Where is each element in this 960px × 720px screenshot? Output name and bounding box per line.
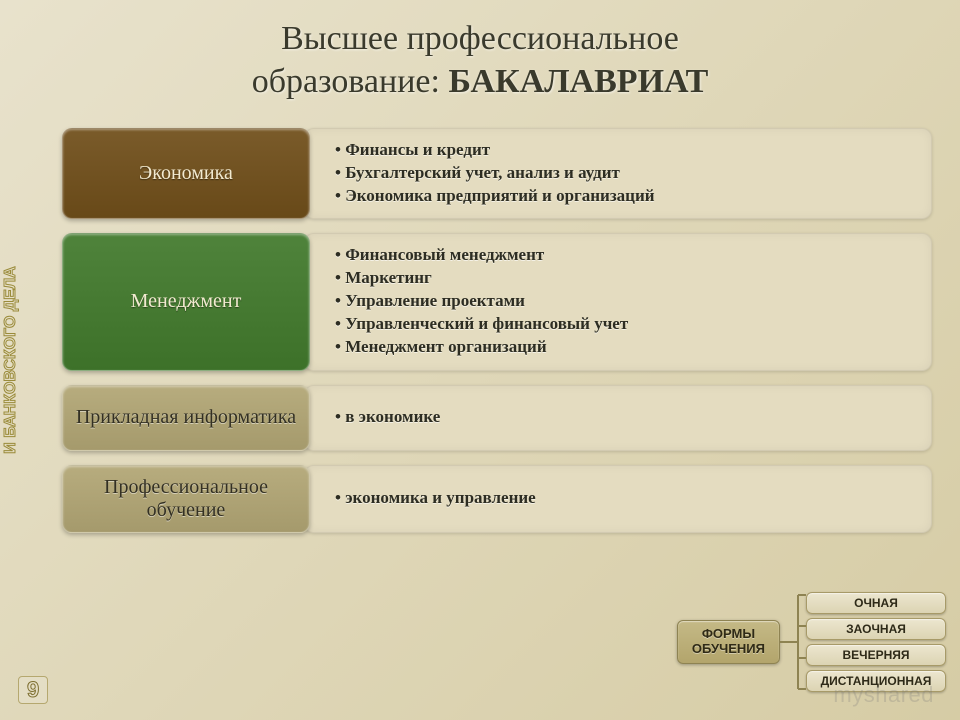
program-item: в экономике bbox=[335, 406, 911, 429]
org-vertical-label: СИБИРСКАЯ АКАДЕМИЯ ФИНАНСОВ И БАНКОВСКОГ… bbox=[0, 150, 20, 570]
slide-title: Высшее профессиональное образование: БАК… bbox=[0, 0, 960, 113]
program-panel: в экономике bbox=[304, 385, 932, 451]
tree-connector bbox=[780, 641, 792, 643]
form-item: ДИСТАНЦИОННАЯ bbox=[806, 670, 946, 692]
program-row: Прикладная информатика в экономике bbox=[62, 385, 932, 451]
program-row: Экономика Финансы и кредитБухгалтерский … bbox=[62, 128, 932, 219]
program-item: Бухгалтерский учет, анализ и аудит bbox=[335, 162, 911, 185]
form-item: ВЕЧЕРНЯЯ bbox=[806, 644, 946, 666]
form-item: ОЧНАЯ bbox=[806, 592, 946, 614]
program-panel: Финансы и кредитБухгалтерский учет, анал… bbox=[304, 128, 932, 219]
title-line2a: образование: bbox=[252, 63, 449, 100]
program-item: Менеджмент организаций bbox=[335, 336, 911, 359]
program-tab-management: Менеджмент bbox=[62, 233, 310, 371]
program-panel: экономика и управление bbox=[304, 465, 932, 533]
program-row: Профессиональное обучение экономика и уп… bbox=[62, 465, 932, 533]
forms-root-label: ФОРМЫОБУЧЕНИЯ bbox=[677, 620, 780, 664]
program-row: Менеджмент Финансовый менеджментМаркетин… bbox=[62, 233, 932, 371]
title-line2b: БАКАЛАВРИАТ bbox=[448, 63, 708, 100]
program-item: Финансы и кредит bbox=[335, 139, 911, 162]
program-item: Маркетинг bbox=[335, 267, 911, 290]
program-tab-economics: Экономика bbox=[62, 128, 310, 219]
program-tab-professional: Профессиональное обучение bbox=[62, 465, 310, 533]
program-panel: Финансовый менеджментМаркетингУправление… bbox=[304, 233, 932, 371]
program-item: Управление проектами bbox=[335, 290, 911, 313]
study-forms-tree: ФОРМЫОБУЧЕНИЯ ОЧНАЯ ЗАОЧНАЯ ВЕЧЕРНЯЯ ДИСТАН… bbox=[677, 582, 946, 702]
page-number: 9 bbox=[18, 676, 48, 704]
program-tab-informatics: Прикладная информатика bbox=[62, 385, 310, 451]
program-item: экономика и управление bbox=[335, 487, 911, 510]
programs-list: Экономика Финансы и кредитБухгалтерский … bbox=[62, 128, 932, 547]
form-item: ЗАОЧНАЯ bbox=[806, 618, 946, 640]
tree-bracket bbox=[792, 582, 806, 702]
program-item: Экономика предприятий и организаций bbox=[335, 185, 911, 208]
title-line1: Высшее профессиональное bbox=[281, 20, 679, 57]
program-item: Управленческий и финансовый учет bbox=[335, 313, 911, 336]
program-item: Финансовый менеджмент bbox=[335, 244, 911, 267]
forms-list: ОЧНАЯ ЗАОЧНАЯ ВЕЧЕРНЯЯ ДИСТАНЦИОННАЯ bbox=[806, 592, 946, 692]
